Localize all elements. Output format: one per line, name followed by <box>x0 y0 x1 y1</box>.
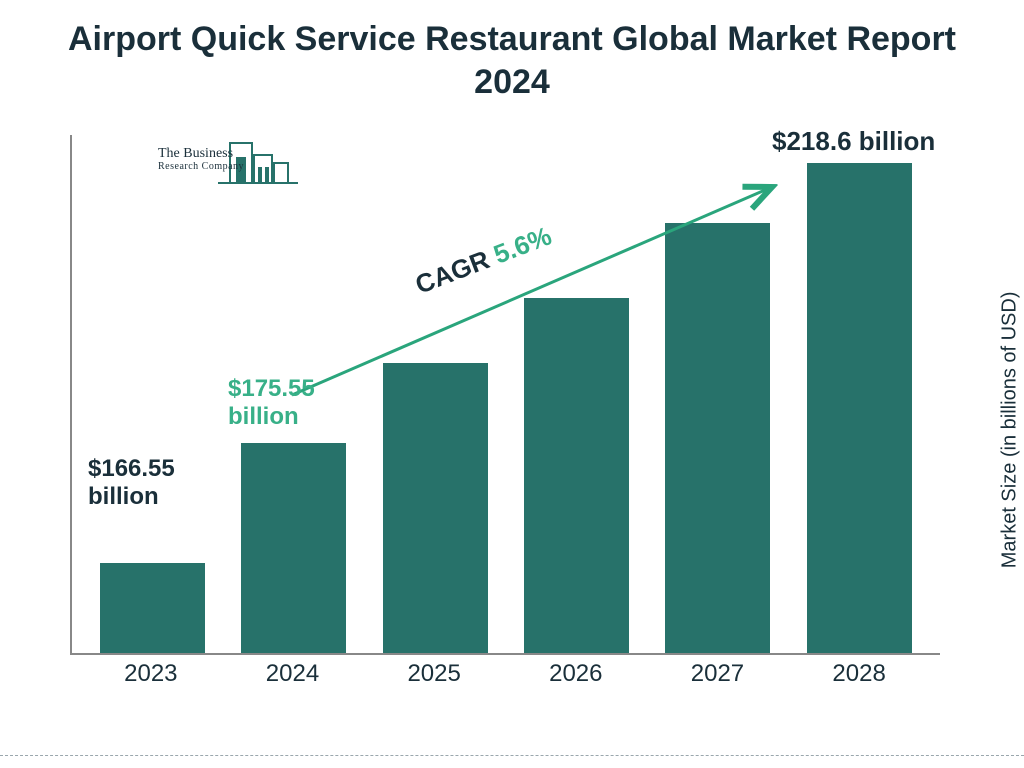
value-label-2023: $166.55 billion <box>88 455 175 510</box>
x-label-4: 2027 <box>665 660 770 688</box>
x-label-1: 2024 <box>240 660 345 688</box>
value-label-2024-amount: $175.55 <box>228 375 315 403</box>
x-label-2: 2025 <box>382 660 487 688</box>
value-label-2024-unit: billion <box>228 403 315 431</box>
value-label-2028-amount: $218.6 billion <box>772 127 935 157</box>
x-label-0: 2023 <box>98 660 203 688</box>
value-label-2023-unit: billion <box>88 483 175 511</box>
chart-container: The Business Research Company CAGR 5.6% <box>70 135 940 695</box>
x-label-3: 2026 <box>523 660 628 688</box>
value-label-2023-amount: $166.55 <box>88 455 175 483</box>
x-label-5: 2028 <box>807 660 912 688</box>
bar-2027 <box>665 223 770 653</box>
bars-group <box>72 135 940 653</box>
bar-2023 <box>100 563 205 653</box>
value-label-2024: $175.55 billion <box>228 375 315 430</box>
value-label-2028: $218.6 billion <box>772 127 935 157</box>
bar-2024 <box>241 443 346 653</box>
y-axis-label: Market Size (in billions of USD) <box>999 292 1022 569</box>
bar-2028 <box>807 163 912 653</box>
chart-title: Airport Quick Service Restaurant Global … <box>0 0 1024 103</box>
footer-divider <box>0 755 1024 756</box>
plot-area: CAGR 5.6% $166.55 billion $175.55 billio… <box>70 135 940 655</box>
x-axis-labels: 2023 2024 2025 2026 2027 2028 <box>70 660 940 688</box>
bar-2026 <box>524 298 629 653</box>
bar-2025 <box>383 363 488 653</box>
